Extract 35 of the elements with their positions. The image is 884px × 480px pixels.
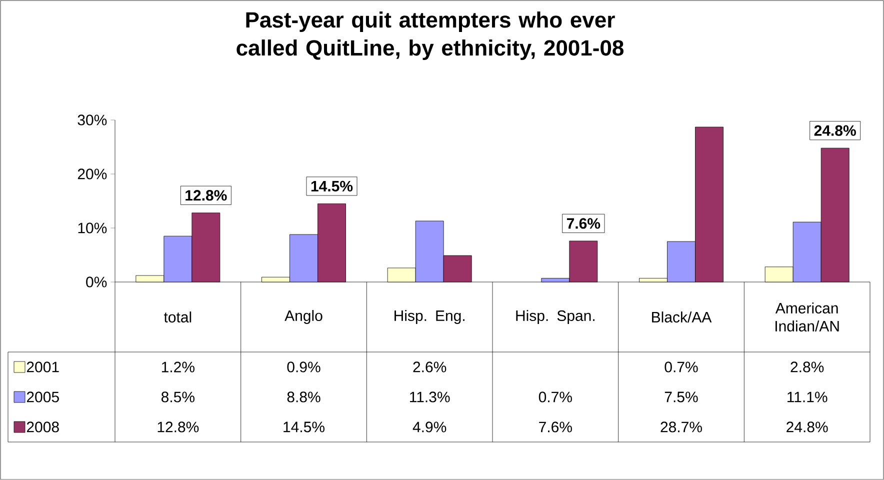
data-label: 2.6% xyxy=(413,362,446,372)
data-label: 7.6% xyxy=(539,422,572,432)
x-tick-label: American Indian/AN xyxy=(775,302,839,332)
legend-label: 2005 xyxy=(26,392,59,402)
y-tick-label: 0% xyxy=(86,276,107,288)
data-label: 2.8% xyxy=(790,362,824,372)
x-tick-label: Black/AA xyxy=(652,311,712,322)
annotation: 14.5% xyxy=(311,180,353,192)
y-tick-label: 30% xyxy=(78,114,107,126)
data-label: 28.7% xyxy=(660,422,702,432)
data-label: 11.1% xyxy=(788,392,828,402)
data-label: 12.8% xyxy=(158,422,199,432)
data-label: 1.2% xyxy=(162,362,194,372)
x-tick-label: Hisp. Eng. xyxy=(394,310,464,324)
y-tick-label: 20% xyxy=(78,168,107,180)
x-tick-label: Anglo xyxy=(284,310,322,324)
x-tick-label: Hisp. Span. xyxy=(516,310,594,324)
data-label: 4.9% xyxy=(412,422,446,432)
x-tick-label: total xyxy=(164,311,192,322)
data-label: 7.5% xyxy=(664,392,698,402)
chart-title: Past-year quit attempters who ever called QuitLine, by ethnicity, 2001-08 xyxy=(236,12,624,60)
data-label: 11.3% xyxy=(410,392,450,402)
data-label: 0.9% xyxy=(287,362,320,372)
data-label: 0.7% xyxy=(538,392,572,402)
annotation: 7.6% xyxy=(566,218,600,229)
y-tick-label: 10% xyxy=(78,222,107,234)
annotation: 12.8% xyxy=(186,190,227,201)
legend-label: 2001 xyxy=(26,362,59,372)
data-label: 8.5% xyxy=(161,392,194,402)
legend-label: 2008 xyxy=(26,422,59,432)
data-label: 0.7% xyxy=(664,362,698,372)
data-label: 8.8% xyxy=(287,392,320,402)
data-label: 24.8% xyxy=(786,422,828,432)
data-label: 14.5% xyxy=(284,422,324,432)
annotation: 24.8% xyxy=(814,125,856,136)
